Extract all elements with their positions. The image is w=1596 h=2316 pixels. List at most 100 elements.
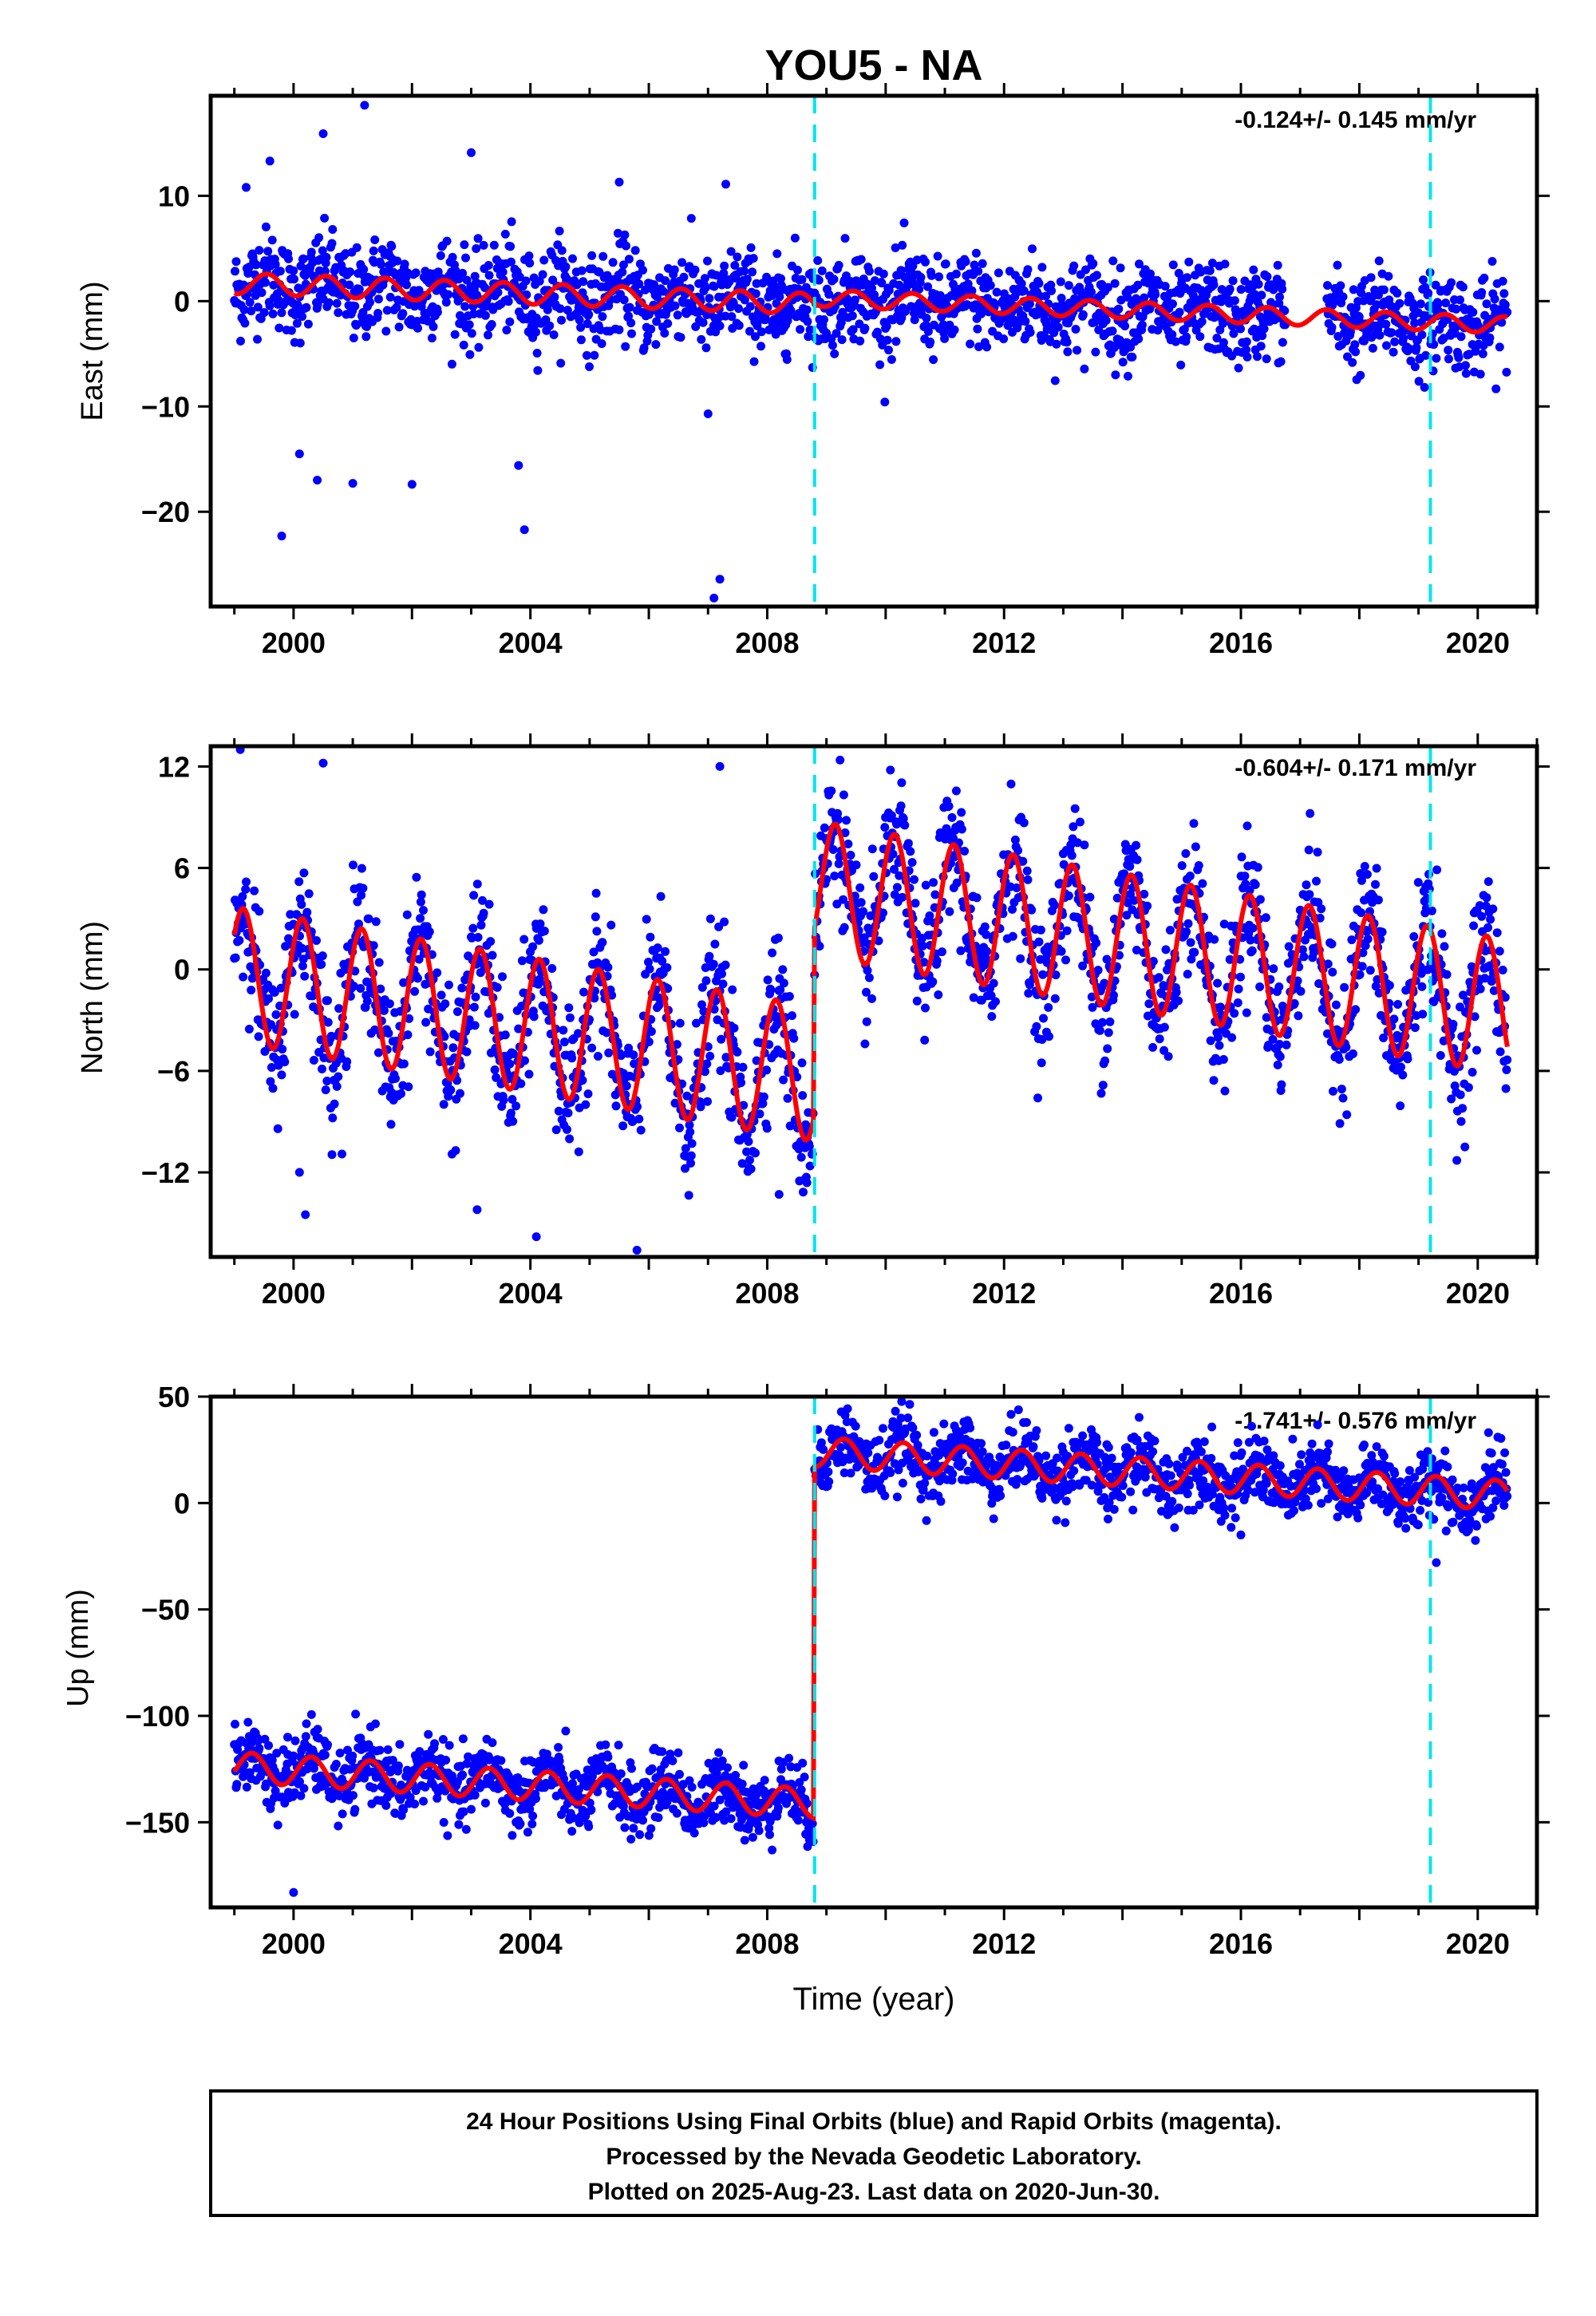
north-data-point (892, 820, 902, 829)
north-data-point (779, 978, 788, 988)
east-data-point (524, 251, 534, 261)
north-data-point (299, 868, 309, 878)
east-data-point (1236, 285, 1246, 294)
north-data-point (414, 954, 424, 964)
north-data-point (476, 920, 486, 930)
east-data-point (1345, 327, 1355, 337)
north-data-point (364, 914, 373, 923)
north-data-point (1334, 1055, 1344, 1064)
up-data-point (320, 1750, 330, 1760)
east-data-point (703, 256, 712, 266)
east-data-point (730, 261, 740, 270)
up-data-point (516, 1819, 525, 1828)
north-data-point (1213, 1033, 1223, 1042)
east-data-point (619, 295, 629, 305)
north-data-point (1253, 863, 1262, 872)
east-data-point (661, 276, 670, 286)
north-data-point (1284, 942, 1294, 951)
north-data-point (1177, 861, 1187, 871)
north-data-point (1219, 919, 1229, 929)
east-data-point (1167, 330, 1177, 339)
north-data-point (1315, 913, 1325, 923)
east-data-point (622, 241, 630, 251)
north-data-point (856, 898, 866, 907)
north-data-point (309, 1056, 318, 1065)
north-data-point (834, 859, 843, 868)
east-data-point (1497, 318, 1507, 327)
north-data-point (1093, 966, 1103, 975)
east-data-point (663, 318, 673, 328)
up-data-point (525, 1804, 535, 1814)
north-data-point (768, 948, 777, 958)
north-data-point (1374, 988, 1384, 998)
north-data-point (718, 979, 728, 989)
east-data-point (614, 325, 624, 334)
north-data-point (451, 1146, 460, 1156)
east-data-point (740, 295, 749, 305)
east-data-point (346, 267, 355, 277)
north-data-point (1340, 982, 1349, 992)
east-data-point (884, 346, 893, 355)
north-data-point (839, 895, 848, 904)
north-data-point (1248, 923, 1258, 933)
east-data-point (1134, 334, 1144, 344)
north-data-point (1464, 1083, 1473, 1093)
north-data-point (376, 984, 385, 994)
east-data-point (1485, 333, 1495, 342)
east-data-point (365, 298, 374, 307)
north-data-point (298, 961, 307, 970)
north-data-point (1377, 927, 1387, 937)
north-data-point (1361, 941, 1370, 951)
up-data-point (444, 1741, 454, 1750)
east-data-point (786, 306, 796, 315)
north-data-point (369, 941, 378, 951)
east-data-point (1368, 343, 1377, 353)
north-data-point (1230, 1009, 1239, 1018)
east-data-point (393, 256, 402, 266)
north-data-point (1290, 998, 1299, 1008)
north-data-point (589, 947, 598, 957)
north-data-point (1044, 1002, 1053, 1012)
north-data-point (1220, 1086, 1230, 1096)
north-data-point (697, 1000, 706, 1010)
north-data-point (1495, 1047, 1505, 1057)
north-data-point (930, 890, 940, 899)
north-data-point (486, 937, 496, 947)
east-data-point (832, 329, 841, 338)
up-data-point (313, 1725, 322, 1734)
east-data-point (349, 334, 358, 342)
north-data-point (462, 1047, 472, 1057)
north-data-point (928, 977, 938, 986)
north-data-point (1050, 900, 1059, 910)
north-data-point (1401, 986, 1411, 995)
north-data-point (425, 1047, 435, 1057)
north-data-point (745, 1156, 754, 1165)
north-data-point (1215, 1041, 1224, 1050)
north-data-point (514, 1024, 523, 1034)
east-data-point (1412, 343, 1421, 353)
north-data-point (516, 1079, 526, 1089)
east-outlier-point (265, 156, 275, 166)
east-data-point (1395, 298, 1404, 308)
north-data-point (433, 968, 442, 978)
east-data-point (745, 326, 754, 336)
north-data-point (989, 978, 998, 988)
east-data-point (880, 397, 890, 407)
up-data-point (443, 1831, 452, 1840)
east-outlier-point (703, 409, 713, 418)
east-data-point (1228, 276, 1238, 286)
up-data-point (338, 1809, 347, 1819)
east-data-point (464, 320, 474, 330)
north-data-point (879, 908, 887, 918)
up-data-point (674, 1748, 683, 1757)
east-data-point (462, 275, 472, 285)
east-data-point (298, 254, 308, 263)
up-data-point (289, 1751, 298, 1761)
east-data-point (525, 259, 535, 268)
east-data-point (359, 265, 369, 275)
north-data-point (397, 1089, 405, 1098)
east-data-point (926, 271, 936, 280)
north-data-point (738, 1062, 748, 1072)
north-data-point (563, 1124, 571, 1134)
